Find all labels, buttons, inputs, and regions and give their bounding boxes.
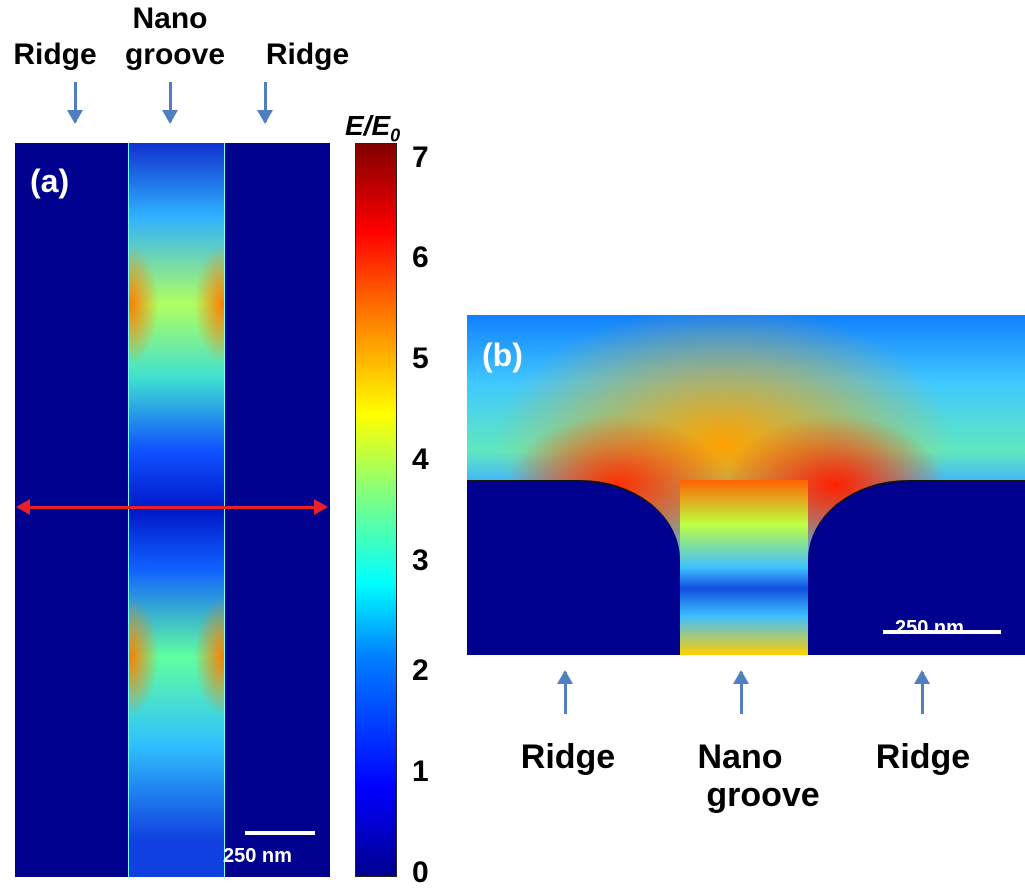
colorbar-title-sub: 0 — [390, 125, 401, 146]
label-ridge-left-b: Ridge — [520, 738, 616, 776]
arrow-down-icon — [257, 82, 273, 124]
colorbar-tick: 3 — [412, 544, 429, 577]
colorbar — [355, 143, 397, 877]
cross-section-line-marker — [16, 499, 328, 515]
ridge-right — [808, 480, 1025, 655]
colorbar-tick: 4 — [412, 443, 429, 476]
label-nano-a: Nano — [132, 2, 208, 35]
colorbar-title: E/E0 — [345, 110, 400, 147]
field-map-panel-a: (a) 250 nm — [15, 143, 330, 877]
scale-bar-a — [245, 831, 315, 835]
colorbar-tick: 0 — [412, 856, 429, 889]
label-ridge-right-b: Ridge — [875, 738, 971, 776]
label-groove-a: groove — [124, 38, 226, 71]
panel-tag-b: (b) — [482, 337, 523, 373]
label-ridge-right-a: Ridge — [265, 38, 350, 71]
colorbar-tick: 5 — [412, 342, 429, 375]
label-nano-b: Nano — [697, 738, 783, 776]
label-groove-b: groove — [706, 776, 820, 814]
ridge-left — [467, 480, 680, 655]
colorbar-tick: 6 — [412, 241, 429, 274]
scale-text-a: 250 nm — [223, 845, 292, 867]
colorbar-tick: 2 — [412, 654, 429, 687]
nano-groove-field — [128, 143, 225, 877]
field-map-panel-b: (b) 250 nm — [467, 315, 1025, 655]
arrow-down-icon — [162, 82, 178, 124]
nano-groove-field — [680, 480, 808, 655]
arrow-up-icon — [914, 670, 930, 714]
colorbar-tick: 7 — [412, 141, 429, 174]
colorbar-tick: 1 — [412, 755, 429, 788]
label-ridge-left-a: Ridge — [13, 38, 97, 71]
arrow-up-icon — [733, 670, 749, 714]
scale-bar-b — [883, 630, 1001, 634]
arrow-up-icon — [557, 670, 573, 714]
arrow-down-icon — [67, 82, 83, 124]
colorbar-title-text: E/E — [345, 110, 391, 141]
scale-text-b: 250 nm — [895, 617, 964, 639]
panel-tag-a: (a) — [30, 163, 70, 199]
